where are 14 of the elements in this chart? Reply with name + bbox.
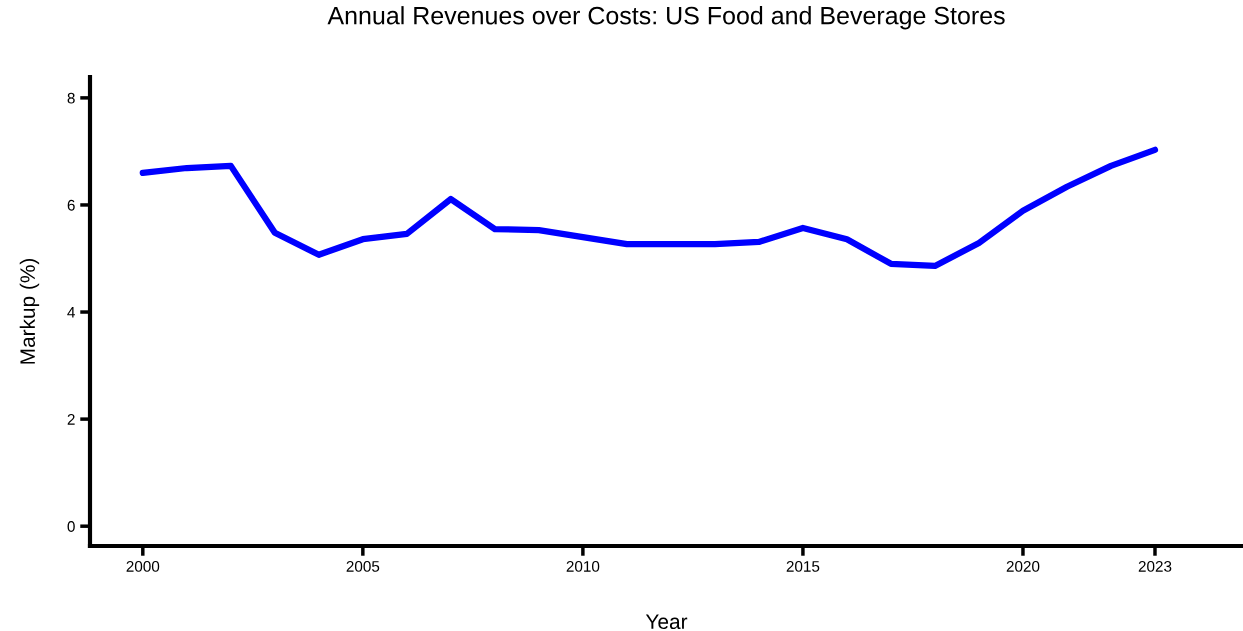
x-tick-label: 2020 [1006, 560, 1040, 572]
x-tick-label: 2015 [786, 560, 820, 572]
y-tick-label: 6 [67, 199, 75, 211]
x-tick-label: 2005 [346, 560, 380, 572]
y-tick-label: 4 [67, 307, 75, 318]
x-tick-label: 2023 [1138, 560, 1172, 572]
x-tick-label: 2010 [566, 560, 600, 572]
chart-title: Annual Revenues over Costs: US Food and Beverage Stores [327, 6, 1005, 30]
y-tick-label: 0 [67, 521, 75, 532]
x-axis-title: Year [645, 614, 688, 630]
y-axis-title: Markup (%) [19, 258, 40, 364]
y-tick-label: 8 [67, 92, 75, 104]
x-tick-label: 2000 [126, 560, 160, 572]
y-tick-label: 2 [67, 413, 75, 425]
